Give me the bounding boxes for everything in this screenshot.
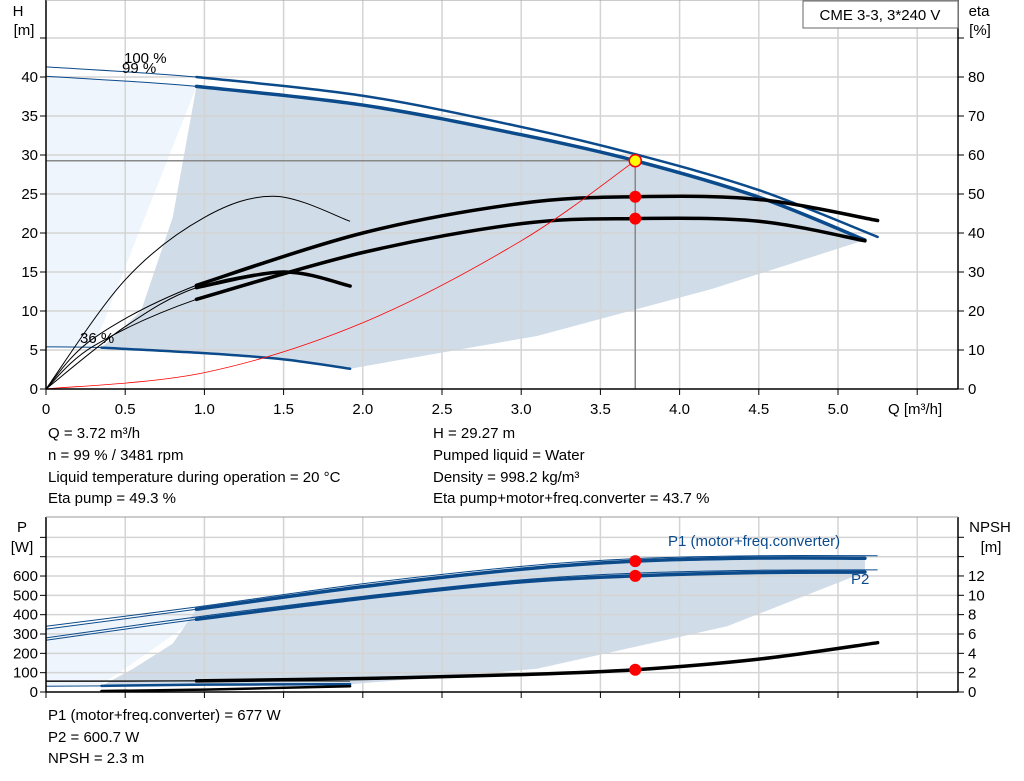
y2-tick-label: 60 bbox=[968, 147, 985, 164]
series-line-eta_pump_100-active bbox=[194, 194, 880, 288]
x-tick-label: 2.0 bbox=[352, 401, 373, 418]
y-tick-label: 5 bbox=[30, 342, 38, 359]
x-tick-label: 3.5 bbox=[590, 401, 611, 418]
curve-label-36: 36 % bbox=[80, 330, 114, 347]
y-tick-label: 35 bbox=[21, 108, 38, 125]
y-tick-label: 20 bbox=[21, 225, 38, 242]
y2-tick-label: 2 bbox=[968, 665, 976, 682]
y2-tick-label: 30 bbox=[968, 264, 985, 281]
y-tick-label: 400 bbox=[13, 607, 38, 624]
operating-area-extended bbox=[46, 609, 197, 687]
y2-tick-label: 50 bbox=[968, 186, 985, 203]
x-tick-label: 0.5 bbox=[115, 401, 136, 418]
y2-tick-label: 0 bbox=[968, 381, 976, 398]
series-line-P1_100 bbox=[45, 555, 878, 627]
pump-model-title: CME 3-3, 3*240 V bbox=[820, 7, 941, 24]
y-tick-label: 40 bbox=[21, 69, 38, 86]
info-speed: n = 99 % / 3481 rpm bbox=[48, 447, 184, 464]
x-tick-label: 0 bbox=[42, 401, 50, 418]
info-pumped-liquid: Pumped liquid = Water bbox=[433, 447, 585, 464]
series-line-NPSH_36-active bbox=[100, 684, 352, 693]
x-tick-label: 5.0 bbox=[828, 401, 849, 418]
info-density: Density = 998.2 kg/m³ bbox=[433, 469, 579, 486]
y2-tick-label: 6 bbox=[968, 626, 976, 643]
y2-tick-label: 0 bbox=[968, 684, 976, 701]
series-line-system_curve bbox=[45, 160, 636, 390]
y-axis-unit-p: [W] bbox=[11, 539, 34, 556]
eta-total-marker bbox=[629, 212, 642, 225]
operating-area-extended bbox=[46, 76, 197, 348]
info-eta-total: Eta pump+motor+freq.converter = 43.7 % bbox=[433, 490, 709, 507]
pump-model-box bbox=[802, 0, 959, 29]
y-tick-label: 100 bbox=[13, 665, 38, 682]
y2-tick-label: 10 bbox=[968, 587, 985, 604]
bottom-info: P1 (motor+freq.converter) = 677 W P2 = 6… bbox=[48, 707, 281, 767]
x-tick-label: 1.0 bbox=[194, 401, 215, 418]
info-eta-pump: Eta pump = 49.3 % bbox=[48, 490, 176, 507]
y-tick-label: 15 bbox=[21, 264, 38, 281]
eta-pump-marker bbox=[629, 190, 642, 203]
series-line-NPSH-active bbox=[194, 640, 880, 683]
y-axis-unit-h: [m] bbox=[14, 22, 35, 39]
x-tick-label: 4.0 bbox=[669, 401, 690, 418]
y2-tick-label: 10 bbox=[968, 342, 985, 359]
info-p1: P1 (motor+freq.converter) = 677 W bbox=[48, 707, 281, 724]
series-line-P2_36-active bbox=[100, 683, 352, 688]
y-tick-label: 25 bbox=[21, 186, 38, 203]
series-line-P1_99-active bbox=[194, 556, 867, 612]
head-efficiency-chart: 0 5 10 15 20 25 30 35 40 0 10 20 30 40 50 60 70 80 0 0.5 1.0… bbox=[13, 0, 991, 418]
info-liquid-temperature: Liquid temperature during operation = 20… bbox=[48, 469, 341, 486]
npsh-marker bbox=[629, 663, 642, 676]
series-line-H100-active bbox=[195, 75, 879, 239]
y-axis-label-h: H bbox=[13, 3, 24, 20]
x-tick-label: 3.0 bbox=[511, 401, 532, 418]
series-label-p2: P2 bbox=[851, 571, 869, 588]
operating-point-marker bbox=[628, 153, 642, 168]
p2-marker bbox=[629, 569, 642, 582]
series-line-eta_36-active bbox=[194, 270, 352, 290]
y-tick-label: 300 bbox=[13, 626, 38, 643]
y-tick-label: 200 bbox=[13, 645, 38, 662]
y2-axis-unit-npsh: [m] bbox=[981, 539, 1002, 556]
series-line-eta_total_99-active bbox=[194, 216, 867, 302]
series-line-P2_100 bbox=[45, 569, 878, 639]
series-label-p1: P1 (motor+freq.converter) bbox=[668, 533, 840, 550]
series-line-H36-active bbox=[100, 346, 352, 370]
y2-tick-label: 40 bbox=[968, 225, 985, 242]
y2-tick-label: 8 bbox=[968, 607, 976, 624]
top-info: Q = 3.72 m³/h n = 99 % / 3481 rpm Liquid… bbox=[48, 425, 709, 507]
info-flow: Q = 3.72 m³/h bbox=[48, 425, 140, 442]
y-tick-label: 10 bbox=[21, 303, 38, 320]
y2-tick-label: 4 bbox=[968, 645, 976, 662]
curve-label-99: 99 % bbox=[122, 60, 156, 77]
y-axis-label-p: P bbox=[17, 519, 27, 536]
series-line-P2_99-active bbox=[194, 570, 867, 622]
y-tick-label: 600 bbox=[13, 568, 38, 585]
info-p2: P2 = 600.7 W bbox=[48, 729, 140, 746]
curve-label-100: 100 % bbox=[124, 50, 167, 67]
x-tick-label: 4.5 bbox=[748, 401, 769, 418]
y2-tick-label: 20 bbox=[968, 303, 985, 320]
info-npsh: NPSH = 2.3 m bbox=[48, 750, 144, 767]
y2-tick-label: 12 bbox=[968, 568, 985, 585]
x-tick-label: 2.5 bbox=[432, 401, 453, 418]
info-head: H = 29.27 m bbox=[433, 425, 515, 442]
x-tick-label: 1.5 bbox=[273, 401, 294, 418]
y2-axis-label-eta: eta bbox=[969, 3, 991, 20]
y2-tick-label: 70 bbox=[968, 108, 985, 125]
series-line-eta_thin bbox=[45, 195, 351, 390]
y-tick-label: 500 bbox=[13, 587, 38, 604]
y-tick-label: 0 bbox=[30, 684, 38, 701]
x-axis-label-q: Q [m³/h] bbox=[888, 401, 942, 418]
p1-marker bbox=[629, 555, 642, 568]
y2-tick-label: 80 bbox=[968, 69, 985, 86]
y-tick-label: 30 bbox=[21, 147, 38, 164]
y2-axis-label-npsh: NPSH bbox=[969, 519, 1011, 536]
y-tick-label: 0 bbox=[30, 381, 38, 398]
operating-area bbox=[101, 558, 865, 686]
y2-axis-unit-eta: [%] bbox=[969, 22, 991, 39]
